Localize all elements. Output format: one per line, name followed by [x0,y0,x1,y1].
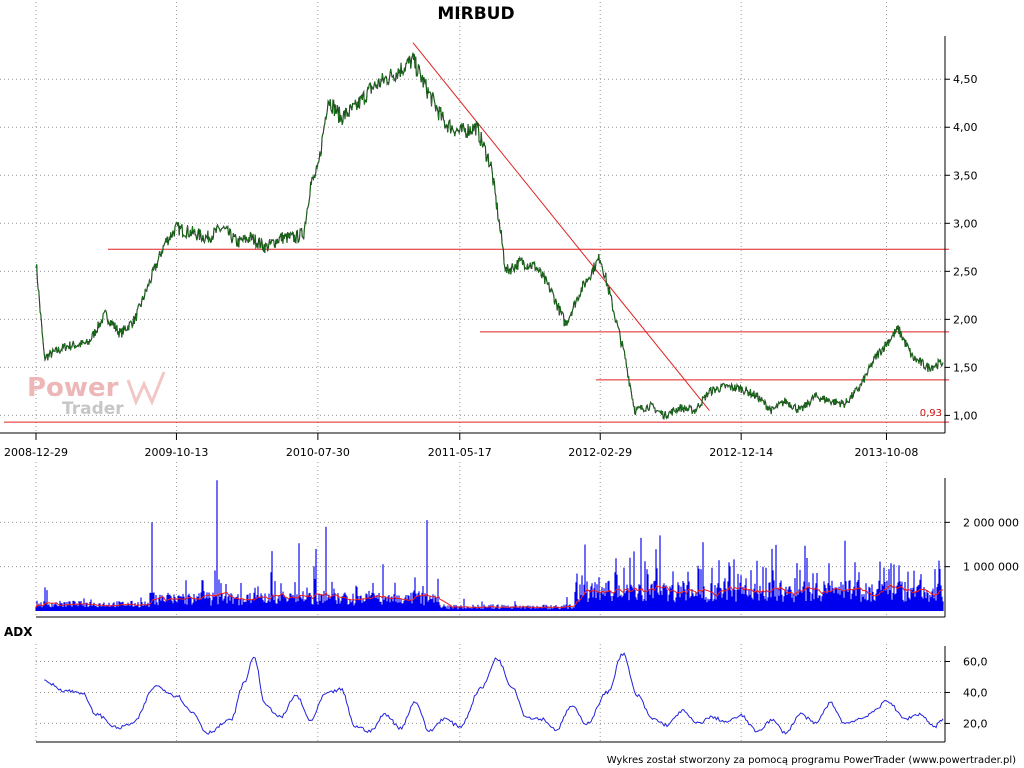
price-y-tick-label-7: 4,50 [953,73,978,86]
adx-line [44,652,944,735]
price-line [35,52,944,420]
price-y-tick-label-5: 3,50 [953,169,978,182]
x-tick-label-2: 2010-07-30 [286,446,350,459]
volume-bars [35,480,944,611]
watermark-trader: Trader [62,399,124,419]
watermark-power: Power [27,373,119,403]
chart-title: MIRBUD [437,4,514,24]
price-y-tick-label-0: 1,00 [953,409,978,422]
volume-axes: 1 000 000 2 000 000 [36,478,1019,618]
price-y-tick-label-1: 1,50 [953,361,978,374]
volume-y-tick-label-0: 1 000 000 [963,561,1019,574]
x-tick-label-0: 2008-12-29 [4,446,68,459]
watermark-logo-icon [126,371,166,407]
watermark: Power Trader [27,371,166,419]
price-axes: 2008-12-29 2009-10-13 2010-07-30 2011-05-17… [0,36,978,459]
level-label-3: 0,93 [920,408,942,419]
price-y-tick-label-6: 4,00 [953,121,978,134]
volume-y-tick-label-1: 2 000 000 [963,516,1019,529]
price-annotations: 0,93 [4,42,949,423]
x-tick-label-4: 2012-02-29 [568,446,632,459]
volume-moving-average [35,583,944,609]
adx-y-tick-label-2: 60,0 [963,655,988,668]
price-y-tick-label-2: 2,00 [953,313,978,326]
adx-y-tick-label-0: 20,0 [963,717,988,730]
price-grid [0,2,945,432]
price-y-tick-label-3: 2,50 [953,265,978,278]
trend-line-4 [412,42,710,411]
x-tick-label-6: 2013-10-08 [855,446,919,459]
adx-panel-label: ADX [4,625,33,639]
x-tick-label-5: 2012-12-14 [709,446,773,459]
x-tick-label-1: 2009-10-13 [144,446,208,459]
volume-ma-line [35,583,944,609]
adx-grid [35,644,945,742]
volume-bar-strokes [35,480,944,611]
price-y-tick-label-4: 3,00 [953,217,978,230]
adx-axes: 20,0 40,0 60,0 [36,646,988,743]
price-series [35,52,944,420]
x-tick-label-3: 2011-05-17 [428,446,492,459]
adx-y-tick-label-1: 40,0 [963,686,988,699]
adx-series [44,652,944,735]
footer-credit: Wykres został stworzony za pomocą progra… [607,755,1016,766]
